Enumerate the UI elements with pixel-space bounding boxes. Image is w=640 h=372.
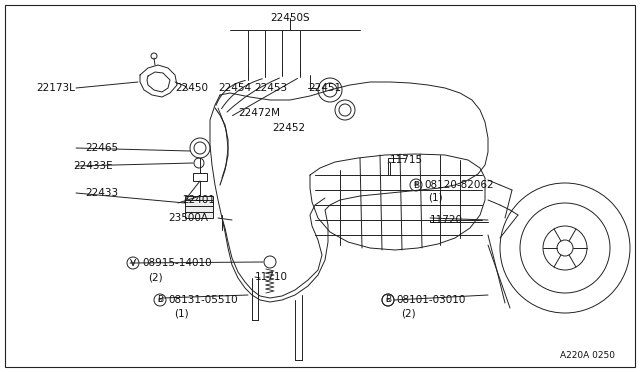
Text: 11720: 11720 (430, 215, 463, 225)
Text: B: B (414, 183, 418, 187)
Text: 22454: 22454 (218, 83, 252, 93)
Text: 22472M: 22472M (238, 108, 280, 118)
Text: 08120-82062: 08120-82062 (424, 180, 493, 190)
Text: B: B (386, 298, 390, 302)
Text: 22465: 22465 (85, 143, 118, 153)
Text: 08131-05510: 08131-05510 (168, 295, 237, 305)
Text: 22450: 22450 (175, 83, 208, 93)
Text: 22452: 22452 (272, 123, 305, 133)
Text: 11710: 11710 (255, 272, 288, 282)
Text: (1): (1) (173, 309, 188, 319)
Text: 08915-14010: 08915-14010 (142, 258, 212, 268)
Text: 23500A: 23500A (168, 213, 208, 223)
Text: 22453: 22453 (255, 83, 287, 93)
Text: A220A 0250: A220A 0250 (560, 352, 615, 360)
Text: 22401: 22401 (182, 195, 215, 205)
Text: (2): (2) (148, 272, 163, 282)
Text: 22451: 22451 (308, 83, 341, 93)
Text: B: B (385, 295, 391, 305)
Text: B: B (157, 295, 163, 305)
Text: 08101-03010: 08101-03010 (396, 295, 465, 305)
Text: 22450S: 22450S (270, 13, 310, 23)
Text: 22433: 22433 (85, 188, 118, 198)
Text: B: B (413, 180, 419, 189)
Text: 22433E: 22433E (74, 161, 113, 171)
Text: B: B (158, 298, 162, 302)
Text: 22173L: 22173L (36, 83, 75, 93)
Text: V: V (131, 260, 135, 266)
Bar (185, 196, 213, 218)
Text: (2): (2) (401, 309, 415, 319)
Text: (1): (1) (428, 193, 442, 203)
Text: 11715: 11715 (390, 155, 423, 165)
Bar (193, 173, 207, 181)
Text: V: V (130, 259, 136, 267)
